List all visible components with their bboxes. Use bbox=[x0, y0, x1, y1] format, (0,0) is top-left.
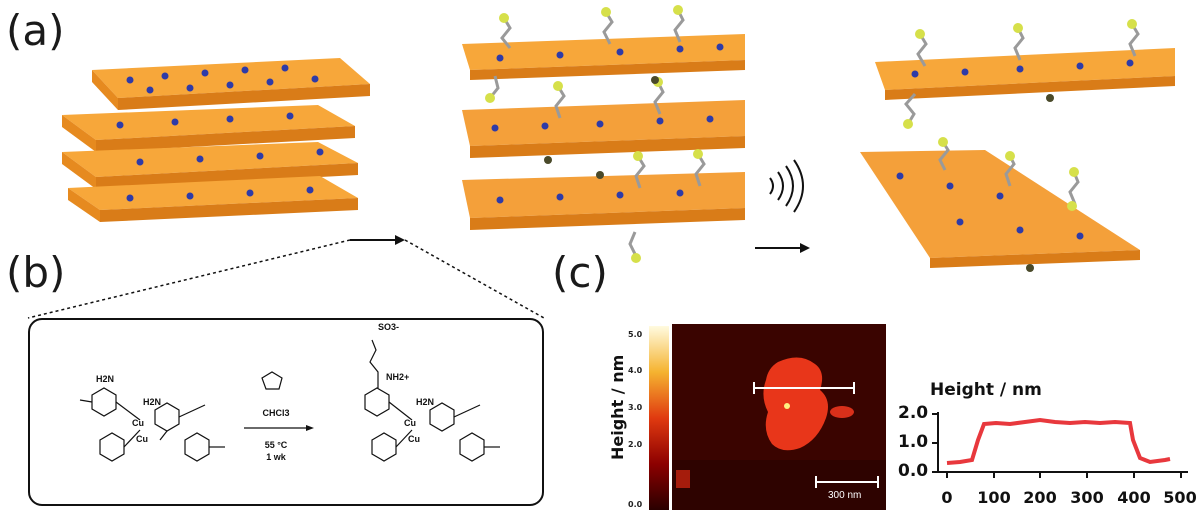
zoom-lines bbox=[27, 239, 545, 319]
layered-stack bbox=[62, 58, 370, 222]
afm-colorbar bbox=[649, 326, 669, 510]
colorbar-title: Height / nm bbox=[608, 354, 627, 460]
profile-xtick: 200 bbox=[1023, 488, 1057, 507]
metal-label: Cu bbox=[132, 418, 144, 428]
sheet bbox=[62, 142, 358, 189]
profile-ytick: 2.0 bbox=[898, 403, 929, 423]
arrow-exfoliation bbox=[755, 243, 810, 253]
profile-xtick: 400 bbox=[1117, 488, 1151, 507]
profile-ytick: 0.0 bbox=[898, 461, 929, 481]
profile-xtick: 300 bbox=[1070, 488, 1104, 507]
colorbar-tick: 4.0 bbox=[628, 366, 643, 375]
profile-line bbox=[946, 417, 1171, 465]
reagent-label: CHCl3 bbox=[262, 408, 290, 418]
profile-xtick: 0 bbox=[941, 488, 953, 507]
amine-label: H2N bbox=[96, 374, 115, 384]
afm-image bbox=[672, 324, 886, 510]
temperature-label: 55 °C bbox=[264, 440, 288, 450]
amine-label: H2N bbox=[416, 397, 435, 407]
colorbar-tick: 2.0 bbox=[628, 440, 643, 449]
colorbar-tick: 0.0 bbox=[628, 500, 643, 509]
colorbar-tick: 5.0 bbox=[628, 330, 643, 339]
amine-label: H2N bbox=[143, 397, 162, 407]
functionalized-stack bbox=[462, 5, 745, 263]
profile-xtick: 500 bbox=[1163, 488, 1197, 507]
arrow-functionalization bbox=[350, 235, 405, 245]
panel-label-b: (b) bbox=[6, 248, 66, 297]
sheet bbox=[62, 105, 355, 152]
panel-label-a: (a) bbox=[6, 6, 65, 55]
sheet bbox=[92, 58, 370, 110]
ultrasound-icon bbox=[769, 159, 804, 213]
profile-ytick: 1.0 bbox=[898, 432, 929, 452]
metal-label: Cu bbox=[136, 434, 148, 444]
metal-label: Cu bbox=[408, 434, 420, 444]
scalebar-label: 300 nm bbox=[828, 490, 862, 501]
time-label: 1 wk bbox=[266, 452, 286, 462]
profile-xtick: 100 bbox=[977, 488, 1011, 507]
panel-label-c: (c) bbox=[552, 248, 608, 297]
ammonium-label: NH2+ bbox=[386, 372, 410, 382]
colorbar-tick: 3.0 bbox=[628, 403, 643, 412]
profile-title: Height / nm bbox=[930, 380, 1042, 400]
sheet bbox=[68, 176, 358, 222]
metal-label: Cu bbox=[404, 418, 416, 428]
sulfonate-label: SO3- bbox=[378, 322, 400, 332]
exfoliated-sheets bbox=[860, 19, 1175, 272]
height-profile-chart bbox=[932, 412, 1188, 478]
